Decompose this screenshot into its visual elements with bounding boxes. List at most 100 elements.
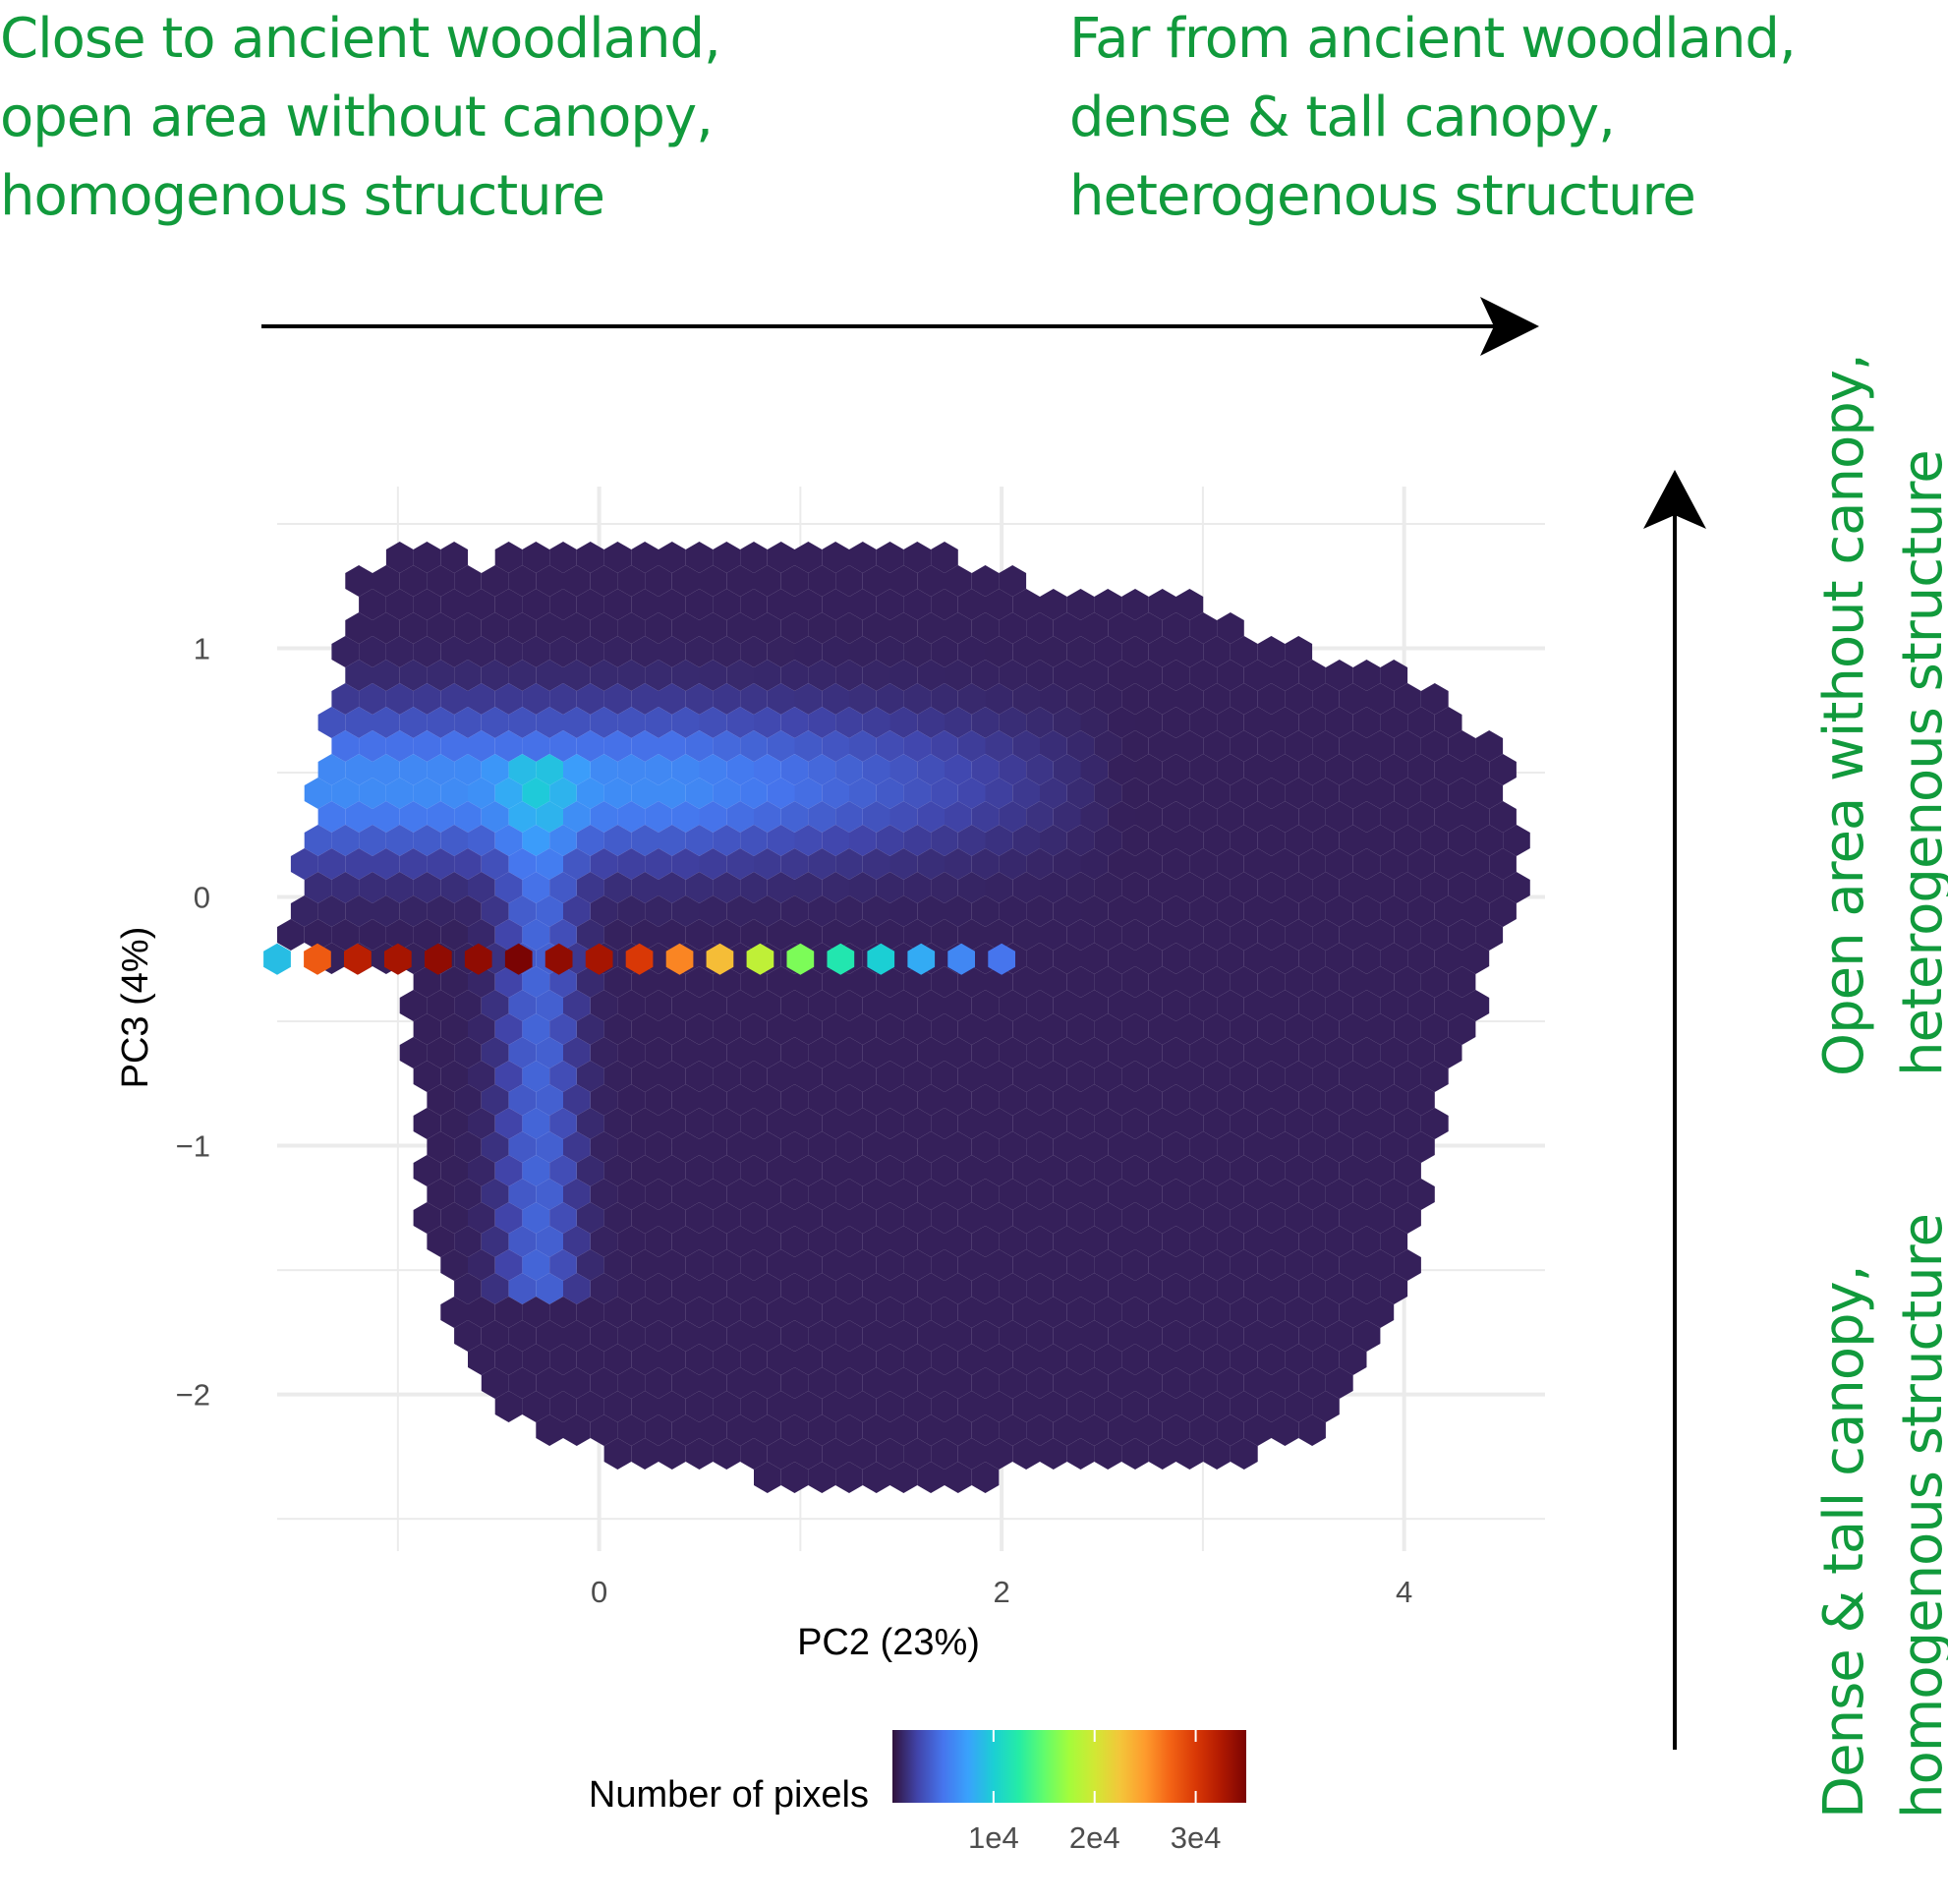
hex-cell: [740, 1202, 768, 1234]
hex-cell: [536, 1084, 563, 1116]
hex-cell: [889, 895, 918, 927]
hex-cell: [985, 872, 1013, 903]
hex-cell: [917, 1084, 945, 1116]
hex-cell: [917, 895, 945, 927]
hex-cell: [917, 1367, 945, 1399]
hex-cell: [399, 612, 428, 644]
hex-cell: [1094, 966, 1122, 998]
hex-cell: [835, 1084, 863, 1116]
hex-cell: [1189, 943, 1218, 974]
hex-cell: [931, 1108, 958, 1139]
hex-cell: [862, 1179, 890, 1210]
hex-cell: [971, 754, 1000, 785]
hex-cell: [713, 1344, 741, 1375]
hex-cell: [876, 919, 904, 951]
hex-cell: [659, 1155, 686, 1186]
hex-cell: [903, 778, 932, 809]
hex-cell: [1285, 919, 1313, 951]
hex-cell: [440, 589, 468, 620]
hex-cell: [754, 1131, 781, 1163]
hex-cell: [835, 1226, 863, 1257]
hex-cell: [1094, 1155, 1122, 1186]
hex-cell: [780, 1273, 809, 1304]
hex-cell: [1298, 1226, 1326, 1257]
hex-cell: [903, 1155, 932, 1186]
hex-cell: [345, 895, 372, 927]
hex-cell: [1135, 943, 1163, 974]
hex-cell: [508, 754, 537, 785]
hex-cell: [631, 872, 659, 903]
hex-cell: [468, 778, 495, 809]
annotation-top-right: Far from ancient woodland, dense & tall …: [1069, 0, 1797, 236]
hex-cell: [1366, 1013, 1395, 1045]
hex-cell: [767, 1108, 795, 1139]
hex-cell: [1148, 1297, 1176, 1328]
hex-cell: [713, 1202, 741, 1234]
hex-cell: [699, 612, 727, 644]
hex-cell: [1230, 1013, 1258, 1045]
hex-cell: [659, 1438, 686, 1470]
hex-cell: [1380, 1226, 1408, 1257]
hex-cell: [713, 1013, 741, 1045]
hex-cell: [917, 754, 945, 785]
hex-cell: [522, 1013, 550, 1045]
hex-cell: [576, 683, 604, 715]
hex-cell: [522, 1297, 550, 1328]
hex-cell: [945, 707, 972, 738]
hex-cell: [903, 1202, 932, 1234]
hex-cell: [794, 1297, 823, 1328]
hex-cell: [835, 1462, 863, 1493]
hex-cell: [1339, 1297, 1367, 1328]
hex-cell: [849, 1202, 877, 1234]
hex-cell: [481, 707, 509, 738]
hex-cell: [985, 1108, 1013, 1139]
hex-cell: [849, 1438, 877, 1470]
hex-cell: [1040, 1344, 1067, 1375]
hex-cell: [1203, 1013, 1231, 1045]
hex-cell: [849, 730, 877, 762]
hex-cell: [889, 707, 918, 738]
hex-cell: [617, 565, 646, 597]
hex-cell: [427, 754, 455, 785]
hex-cell: [345, 754, 372, 785]
hex-cell: [1012, 1297, 1040, 1328]
hex-cell: [767, 919, 795, 951]
hex-cell: [590, 1084, 618, 1116]
hex-cell: [468, 825, 495, 856]
hex-cell: [931, 636, 958, 667]
hex-cell: [985, 1013, 1013, 1045]
hex-cell: [1135, 754, 1163, 785]
hex-cell: [1135, 1414, 1163, 1446]
hex-cell: [1298, 801, 1326, 833]
hex-cell: [740, 1297, 768, 1328]
hex-cell: [780, 801, 809, 833]
hex-cell: [945, 754, 972, 785]
hex-cell: [590, 565, 618, 597]
hex-cell: [835, 848, 863, 880]
hex-cell: [1312, 919, 1340, 951]
hex-cell: [794, 636, 823, 667]
hex-cell: [631, 1297, 659, 1328]
hex-cell: [1420, 683, 1449, 715]
hex-cell: [1189, 1273, 1218, 1304]
hex-cell: [1217, 1414, 1244, 1446]
hex-cell: [794, 872, 823, 903]
hex-cell: [372, 707, 400, 738]
hex-cell: [767, 1391, 795, 1422]
hex-cell: [780, 848, 809, 880]
hex-cell: [1040, 825, 1067, 856]
hex-cell: [1312, 1249, 1340, 1281]
hex-cell: [576, 1391, 604, 1422]
hex-cell: [413, 872, 441, 903]
hex-cell: [671, 895, 700, 927]
hex-cell: [1121, 1108, 1149, 1139]
hex-cell: [1230, 778, 1258, 809]
hex-cell: [645, 895, 672, 927]
hex-cell: [1094, 919, 1122, 951]
hex-cell: [822, 825, 849, 856]
hex-cell: [685, 872, 714, 903]
hex-cell: [780, 895, 809, 927]
hex-cell: [427, 612, 455, 644]
hex-cell: [889, 1084, 918, 1116]
